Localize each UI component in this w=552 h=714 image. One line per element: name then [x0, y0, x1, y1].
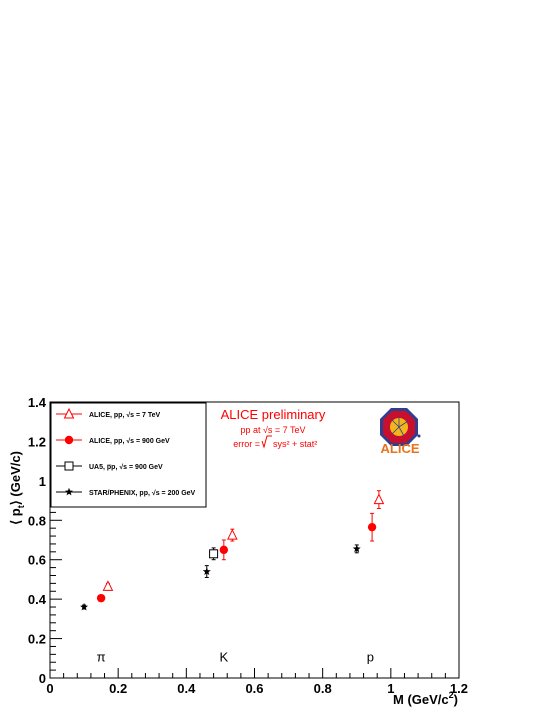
data-point-star — [352, 544, 361, 553]
legend-marker — [63, 407, 75, 419]
y-tick-label: 0.6 — [28, 553, 46, 568]
data-point-open-triangle — [102, 580, 114, 591]
preliminary-label: ALICE preliminary — [221, 407, 326, 422]
data-point-filled-circle — [96, 593, 106, 603]
y-tick-label: 1.4 — [28, 395, 47, 410]
particle-label: K — [219, 649, 228, 664]
x-tick-label: 0.4 — [177, 681, 196, 696]
x-axis: 0 0.2 0.4 0.6 0.8 1 1.2 — [46, 668, 468, 696]
data-point-filled-circle — [219, 545, 229, 555]
x-tick-label: 0.8 — [314, 681, 332, 696]
data-point-open-triangle — [373, 493, 385, 505]
x-tick-label: 1 — [387, 681, 394, 696]
legend-label: UA5, p̅p, √s = 900 GeV — [89, 463, 163, 471]
legend: ALICE, pp, √s = 7 TeV ALICE, pp, √s = 900… — [50, 402, 207, 508]
y-tick-label: 0.4 — [28, 592, 47, 607]
data-point-filled-circle — [367, 522, 377, 532]
legend-marker — [64, 435, 74, 445]
svg-text:ALICE: ALICE — [381, 441, 420, 456]
data-point-open-triangle — [227, 528, 238, 540]
alice-logo: ALICE — [380, 408, 421, 456]
legend-label: STAR/PHENIX, pp, √s = 200 GeV — [89, 489, 196, 497]
particle-label: p — [367, 649, 374, 664]
y-axis-title: ⟨ pt⟩ (GeV/c) — [8, 451, 26, 525]
legend-marker — [64, 461, 74, 471]
energy-label: pp at √s = 7 TeV — [240, 425, 305, 435]
x-tick-label: 1.2 — [450, 681, 468, 696]
data-points — [80, 490, 385, 611]
x-tick-label: 0 — [46, 681, 53, 696]
y-tick-label: 0 — [39, 671, 46, 686]
data-point-open-square — [209, 549, 219, 559]
y-tick-label: 1.2 — [28, 434, 46, 449]
y-tick-label: 0.2 — [28, 632, 46, 647]
error-formula: error = sys² + stat² — [233, 435, 317, 449]
sqrt-sign-icon — [261, 435, 272, 449]
svg-text:error =: error = — [233, 439, 260, 449]
x-axis-title: M (GeV/c2) — [393, 690, 458, 707]
legend-label: ALICE, pp, √s = 900 GeV — [89, 437, 170, 445]
legend-marker — [65, 487, 73, 496]
legend-label: ALICE, pp, √s = 7 TeV — [89, 411, 161, 419]
data-point-star — [202, 567, 211, 575]
legend-box — [50, 402, 207, 508]
x-tick-label: 0.6 — [245, 681, 263, 696]
particle-label: π — [97, 649, 106, 664]
data-point-star — [80, 602, 89, 611]
y-tick-label: 1 — [39, 474, 46, 489]
x-tick-label: 0.2 — [109, 681, 127, 696]
y-tick-label: 0.8 — [28, 513, 46, 528]
svg-text:sys² + stat²: sys² + stat² — [273, 439, 317, 449]
